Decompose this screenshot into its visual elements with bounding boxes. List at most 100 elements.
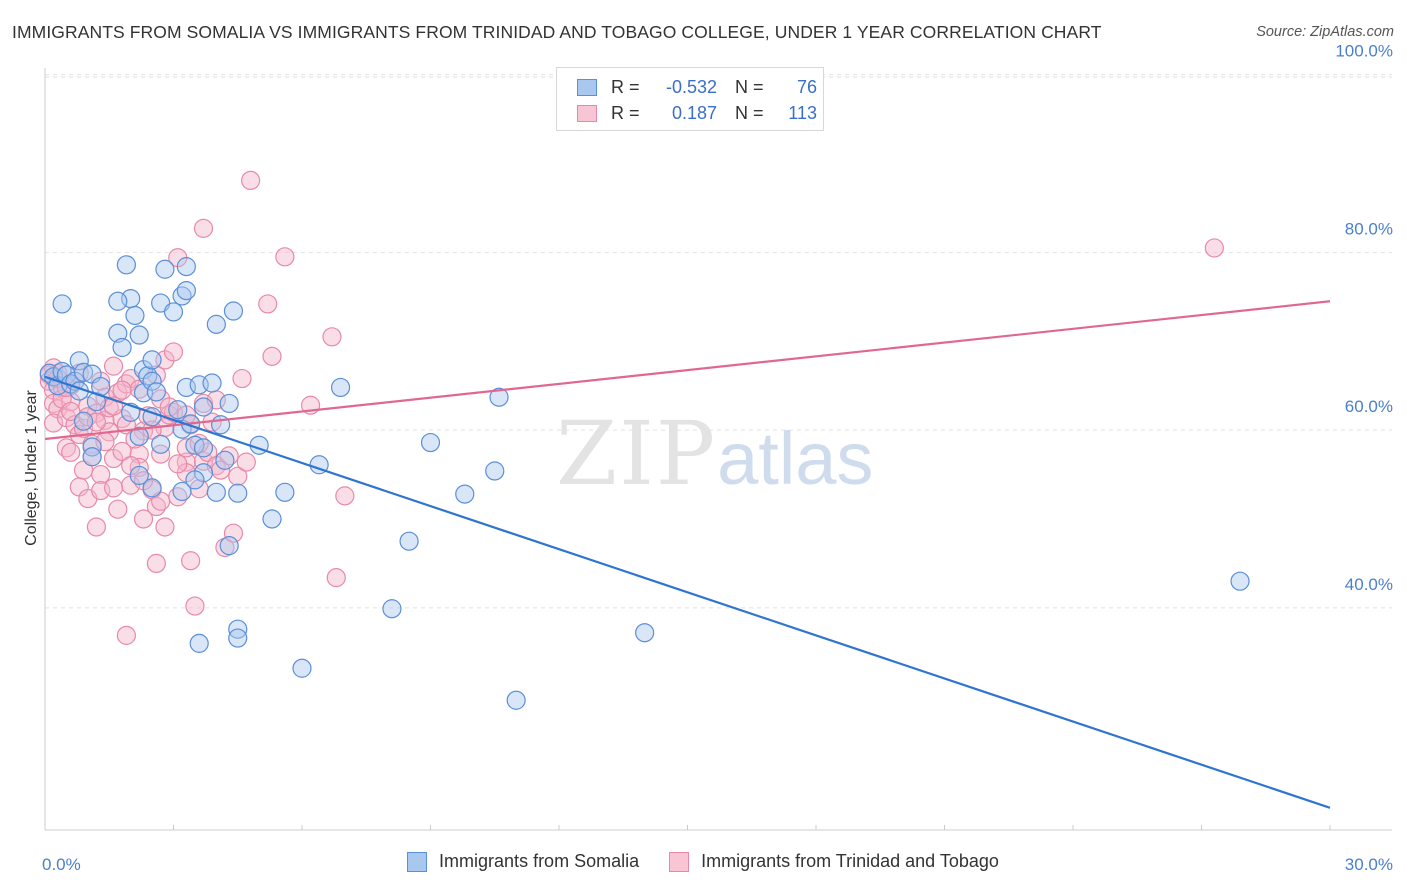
somalia-point [202, 373, 222, 393]
trinidad-point [116, 625, 136, 645]
trend-line-trinidad [44, 300, 1331, 441]
series-trinidad-points [39, 170, 1224, 645]
trinidad-point [1204, 238, 1224, 258]
somalia-point [189, 633, 209, 653]
somalia-point [112, 337, 132, 358]
somalia-point [142, 371, 162, 391]
somalia-point [155, 259, 175, 279]
tick-labels: 40.0% 60.0% 80.0% 100.0% 0.0% 30.0% [42, 42, 1393, 874]
watermark: ZIPatlas [556, 402, 873, 505]
y-axis-label: College, Under 1 year [23, 390, 40, 546]
trinidad-point [103, 478, 124, 498]
trinidad-point [163, 342, 184, 362]
legend-r-label: R = [611, 102, 640, 123]
somalia-point [185, 470, 205, 490]
somalia-point [193, 397, 214, 417]
somalia-point [73, 411, 94, 431]
somalia-point [399, 531, 419, 551]
somalia-point [108, 323, 128, 343]
series-legend-label-trinidad: Immigrants from Trinidad and Tobago [701, 851, 999, 871]
trinidad-point [133, 509, 154, 529]
trinidad-point [322, 327, 342, 347]
axes [44, 68, 1392, 831]
trinidad-point [43, 413, 64, 433]
series-legend: Immigrants from Somalia Immigrants from … [0, 851, 1406, 872]
somalia-point [1230, 571, 1250, 591]
trinidad-point [241, 170, 261, 191]
legend-n-label: N = [735, 76, 764, 97]
somalia-point [330, 377, 351, 398]
trinidad-point [335, 486, 355, 506]
series-somalia-points [39, 255, 1250, 710]
somalia-point [142, 350, 162, 370]
somalia-point [129, 426, 149, 446]
somalia-point [489, 387, 509, 407]
trinidad-point [193, 218, 214, 238]
source-label: Source: ZipAtlas.com [1256, 24, 1394, 40]
x-tick-label: 30.0% [1345, 855, 1393, 874]
somalia-point [193, 438, 214, 458]
somalia-point [86, 392, 107, 412]
legend-n-value: 76 [796, 76, 817, 97]
chart-title: IMMIGRANTS FROM SOMALIA VS IMMIGRANTS FR… [12, 22, 1102, 42]
somalia-point [125, 305, 145, 326]
y-tick-label: 100.0% [1335, 42, 1393, 61]
somalia-point [168, 400, 188, 420]
trinidad-point [91, 464, 111, 485]
legend-row-trinidad: R = 0.187 N = 113 [577, 100, 817, 126]
y-tick-label: 60.0% [1345, 397, 1393, 416]
somalia-point [52, 294, 72, 314]
somalia-point [116, 255, 136, 275]
y-tick-label: 80.0% [1345, 219, 1393, 238]
legend-swatch-trinidad [577, 104, 597, 122]
trinidad-point [103, 356, 124, 376]
somalia-point [206, 314, 226, 334]
trend-lines [44, 300, 1331, 809]
series-legend-somalia: Immigrants from Somalia [407, 851, 639, 872]
y-tick-label: 40.0% [1345, 575, 1393, 594]
somalia-point [455, 484, 475, 504]
trend-line-somalia [44, 375, 1331, 809]
legend: R = -0.532 N = 76 R = 0.187 N = 113 [556, 67, 824, 131]
watermark-atlas: atlas [717, 417, 874, 500]
trinidad-point [61, 401, 81, 422]
somalia-point [82, 437, 102, 457]
trinidad-point [236, 452, 256, 472]
trinidad-point [275, 247, 295, 267]
watermark-zip: ZIP [556, 402, 718, 505]
trinidad-point [181, 551, 201, 571]
somalia-point [82, 447, 102, 467]
trinidad-point [146, 553, 166, 574]
somalia-point [163, 302, 184, 322]
trinidad-point [193, 451, 214, 471]
somalia-point [206, 482, 226, 502]
legend-row-somalia: R = -0.532 N = 76 [577, 74, 817, 100]
somalia-point [146, 382, 166, 402]
trinidad-point [155, 517, 175, 537]
grid-lines [45, 74, 1392, 609]
trinidad-point [112, 380, 132, 400]
somalia-point [219, 393, 239, 414]
somalia-point [219, 536, 239, 556]
legend-r-value: -0.532 [665, 76, 717, 97]
somalia-point [108, 291, 128, 311]
x-tick-label: 0.0% [42, 855, 81, 874]
somalia-point [172, 481, 192, 502]
trinidad-point [262, 346, 282, 366]
series-legend-trinidad: Immigrants from Trinidad and Tobago [669, 851, 999, 872]
trinidad-point [185, 596, 205, 616]
series-legend-label-somalia: Immigrants from Somalia [439, 851, 640, 871]
trinidad-point [232, 368, 252, 389]
trinidad-point [258, 294, 278, 314]
somalia-point [635, 623, 655, 643]
series-legend-swatch-trinidad [669, 851, 690, 872]
somalia-point [142, 478, 162, 498]
somalia-point [223, 301, 244, 321]
trinidad-point [168, 454, 188, 474]
trinidad-point [86, 517, 107, 537]
somalia-point [420, 432, 441, 453]
somalia-point [292, 658, 312, 678]
series-legend-swatch-somalia [407, 851, 428, 872]
somalia-point [215, 450, 235, 470]
